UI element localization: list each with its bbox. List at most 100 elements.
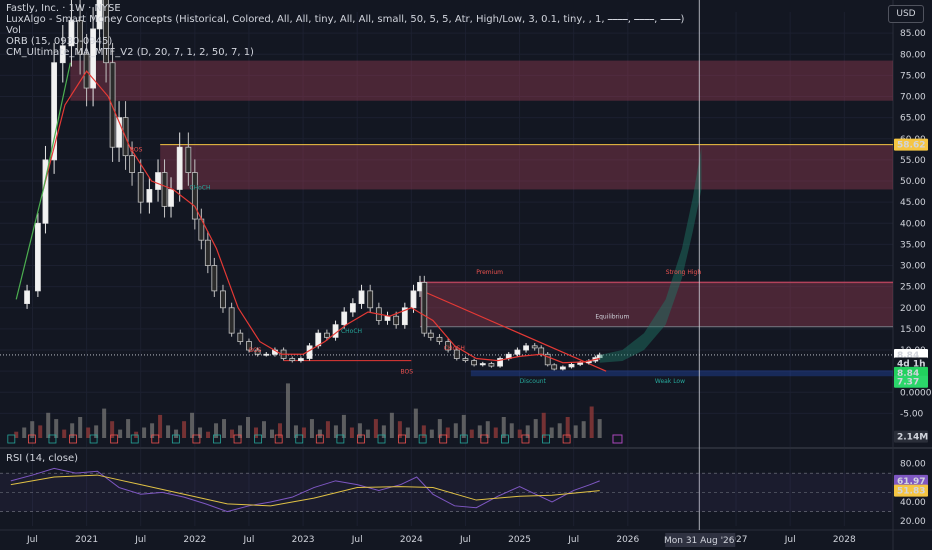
candle-body bbox=[109, 62, 116, 148]
earnings-marker bbox=[151, 434, 160, 444]
earnings-marker bbox=[233, 434, 242, 444]
volume-bar bbox=[309, 419, 314, 438]
volume-bar bbox=[597, 419, 602, 438]
volume-bar bbox=[110, 421, 115, 438]
price-tick-label: 0.0000 bbox=[900, 388, 932, 398]
volume-bar bbox=[261, 421, 266, 438]
earnings-marker bbox=[377, 434, 386, 444]
volume-bar bbox=[485, 421, 490, 438]
volume-bar bbox=[198, 427, 203, 438]
candle-body bbox=[77, 20, 83, 55]
time-tick-label: Jul bbox=[351, 535, 363, 545]
volume-bar bbox=[86, 427, 91, 438]
price-badge-label: 8.84 bbox=[897, 369, 919, 379]
volume-bar bbox=[389, 412, 394, 438]
earnings-marker bbox=[274, 434, 283, 444]
zone-supply-top bbox=[70, 60, 894, 101]
earnings-marker bbox=[501, 434, 509, 444]
earnings-marker bbox=[254, 434, 263, 444]
volume-bar bbox=[445, 427, 450, 438]
currency-button[interactable]: USD bbox=[888, 5, 924, 23]
volume-bar bbox=[381, 425, 386, 438]
premium-label: Premium bbox=[476, 269, 503, 276]
price-tick-label: 30.00 bbox=[900, 262, 926, 272]
volume-bar bbox=[493, 427, 498, 438]
earnings-marker bbox=[542, 434, 550, 444]
price-tick-label: 35.00 bbox=[900, 240, 926, 250]
volume-bar bbox=[30, 421, 35, 438]
candle-body bbox=[220, 290, 226, 309]
price-badge-label: 8.84 bbox=[897, 351, 919, 361]
volume-bar bbox=[158, 414, 163, 438]
volume-bars bbox=[7, 383, 623, 444]
time-tick-label: Jul bbox=[26, 535, 38, 545]
candle-body bbox=[90, 28, 96, 89]
volume-bar bbox=[22, 427, 27, 438]
rsi-line bbox=[10, 467, 600, 513]
discount-label: Discount bbox=[520, 378, 547, 385]
price-tick-label: 45.00 bbox=[900, 198, 926, 208]
volume-bar bbox=[301, 427, 306, 438]
time-tick-label: 2023 bbox=[292, 535, 315, 545]
candle-body bbox=[103, 0, 109, 64]
volume-bar bbox=[150, 423, 155, 438]
volume-bar bbox=[254, 427, 259, 438]
volume-bar bbox=[421, 425, 426, 438]
candle-body bbox=[96, 0, 103, 30]
choch-label-2: CHoCH bbox=[341, 328, 362, 335]
candle-body bbox=[577, 362, 584, 365]
rsi-tick-label: 80.00 bbox=[900, 460, 926, 470]
candle-body bbox=[129, 155, 135, 173]
crosshair-date-box bbox=[665, 533, 736, 547]
volume-bar bbox=[525, 425, 530, 438]
candle-body bbox=[137, 172, 144, 203]
bos-label-1: BOS bbox=[249, 347, 262, 354]
volume-bar bbox=[373, 419, 378, 438]
candle-body bbox=[155, 172, 161, 190]
volume-bar bbox=[317, 429, 322, 438]
earnings-marker bbox=[418, 434, 427, 444]
volume-bar bbox=[581, 421, 586, 438]
rsi-legend[interactable]: RSI (14, close) bbox=[6, 453, 79, 464]
earnings-marker bbox=[48, 434, 57, 444]
earnings-marker bbox=[130, 434, 139, 444]
volume-bar bbox=[541, 412, 546, 438]
candle-body bbox=[228, 307, 235, 334]
candle-body bbox=[254, 349, 261, 355]
time-tick-label: 2024 bbox=[400, 535, 423, 545]
volume-bar bbox=[62, 429, 67, 438]
volume-bar bbox=[293, 425, 298, 438]
time-tick-label: Jul bbox=[784, 535, 796, 545]
volume-bar bbox=[477, 425, 482, 438]
equilibrium-label: Equilibrium bbox=[595, 313, 629, 320]
volume-bar bbox=[142, 427, 147, 438]
volume-bar bbox=[549, 427, 554, 438]
volume-bar bbox=[533, 419, 538, 438]
candle-body bbox=[146, 189, 153, 203]
candle-body bbox=[168, 189, 174, 207]
candle-body bbox=[488, 363, 495, 367]
candle-body bbox=[596, 354, 603, 359]
candle-body bbox=[191, 172, 198, 220]
volume-bar bbox=[94, 425, 99, 438]
volume-bar bbox=[38, 425, 43, 438]
volume-bar bbox=[413, 408, 418, 438]
volume-bar bbox=[277, 423, 282, 438]
earnings-marker bbox=[398, 434, 406, 444]
choch-label-1: CHoCH bbox=[189, 184, 210, 191]
price-tick-label: 15.00 bbox=[900, 325, 926, 335]
price-badge bbox=[894, 357, 928, 370]
volume-bar bbox=[118, 429, 123, 438]
candle-body bbox=[51, 62, 58, 161]
rsi-tick-label: 40.00 bbox=[900, 498, 926, 508]
volume-bar bbox=[70, 423, 75, 438]
volume-bar bbox=[501, 417, 506, 438]
candle-body bbox=[237, 332, 244, 342]
candle-body bbox=[462, 358, 469, 362]
earnings-marker bbox=[69, 434, 77, 444]
volume-bar bbox=[349, 427, 354, 438]
time-tick-label: Jul bbox=[243, 535, 255, 545]
candle-body bbox=[34, 222, 41, 292]
volume-bar bbox=[509, 423, 514, 438]
